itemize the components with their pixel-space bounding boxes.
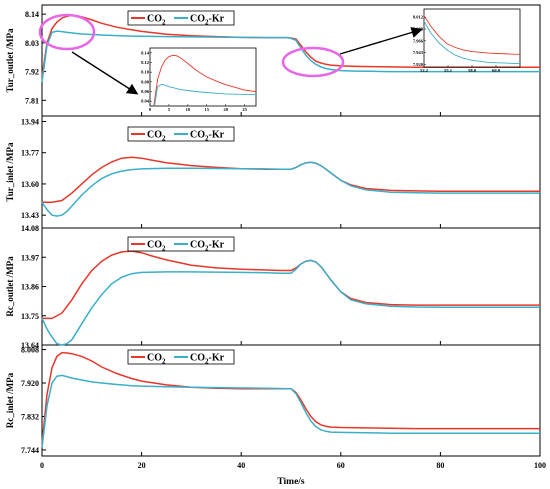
plot-area: Tur_outlet /MPa Tur_inlet /MPa Rc_outlet… [5,4,541,487]
x-tick-label: 100 [534,461,546,470]
inset-x-tick-label: 15 [205,107,210,112]
legend-label: CO2 [147,353,166,366]
legend: CO2 CO2-Kr [127,10,235,27]
inset-x-tick-label: 0 [149,107,152,112]
inset-y-tick-label: 8.08 [141,79,150,84]
legend-label: CO2-Kr [190,353,225,366]
series-line-co2 [42,250,540,320]
y-axis-label: Rc_outlet /MPa [5,256,15,317]
inset-series-line-co2-kr [154,83,256,106]
y-tick-label: 14.08 [21,224,39,233]
series-line-co2-kr [41,30,540,83]
legend-label: CO2 [147,14,166,27]
inset-x-tick-label: 5 [168,107,171,112]
inset-y-tick-label: 8.012 [413,15,424,20]
y-tick-label: 13.94 [21,118,39,127]
legend: CO2 CO2-Kr [127,126,235,143]
x-tick-label: 20 [138,461,146,470]
y-tick-label: 7.920 [21,379,39,388]
y-tick-label: 7.92 [25,68,39,77]
inset-x-tick-label: 20 [223,107,228,112]
series-line-co2 [41,351,540,444]
y-tick-label: 13.43 [21,211,39,220]
inset-plot: 8.04 8.06 8.08 8.10 8.12 8.14 0 5 10 15 20 25 [141,47,257,112]
inset-y-tick-label: 8.12 [141,60,150,65]
inset-x-tick-label: 25 [242,107,247,112]
inset-series-line-co2 [153,54,256,106]
legend: CO2 CO2-Kr [127,236,235,253]
legend-label: CO2-Kr [190,14,225,27]
series-line-co2-kr [41,259,540,346]
panel-data: 13.64 13.75 13.86 13.97 14.08 CO2 CO2-Kr [21,224,541,350]
y-tick-label: 8.008 [21,346,39,355]
inset-y-tick-label: 8.14 [141,50,150,55]
highlight-ellipse [281,46,345,78]
y-axis-label: Rc_inlet /MPa [5,372,15,428]
x-tick-label: 40 [237,461,245,470]
inset-x-tick-label: 52.2 [420,68,429,73]
y-tick-label: 7.744 [21,446,39,455]
y-tick-label: 13.75 [21,312,39,321]
panel-frame [41,227,541,346]
y-tick-label: 13.64 [21,341,39,350]
legend-label: CO2 [147,240,166,253]
series-line-co2 [42,156,540,204]
inset-x-tick-label: 58.0 [468,68,477,73]
inset-y-tick-label: 7.966 [413,38,424,43]
highlight-ellipse [38,13,96,51]
inset-y-tick-label: 8.06 [141,89,150,94]
series-line-co2-kr [41,374,540,448]
y-tick-label: 13.97 [21,253,39,262]
inset-y-tick-label: 8.10 [141,70,150,75]
panel-data: 13.43 13.60 13.77 13.94 CO2 CO2-Kr [21,118,541,228]
inset-y-tick-label: 7.943 [413,50,424,55]
inset-x-tick-label: 10 [186,107,191,112]
y-axis-label: Tur_outlet /MPa [5,28,15,92]
panel-tur-inlet: Tur_inlet /MPa [5,115,541,229]
inset-frame [149,47,257,107]
inset-frame [423,8,521,68]
panel-rc-outlet: Rc_outlet /MPa [5,227,541,346]
y-tick-label: 13.60 [21,180,39,189]
y-tick-label: 13.77 [21,149,39,158]
legend: CO2 CO2-Kr [127,349,235,366]
panel-data: 7.744 7.832 7.920 8.008 CO2 CO2-Kr [21,346,541,456]
panel-rc-inlet: Rc_inlet /MPa [5,344,541,457]
y-tick-label: 13.86 [21,283,39,292]
y-tick-label: 7.832 [21,412,39,421]
y-axis-label: Tur_inlet /MPa [5,142,15,201]
series-line-co2-kr [41,161,540,217]
inset-x-tick-label: 55.1 [444,68,453,73]
x-tick-label: 80 [436,461,444,470]
y-tick-label: 7.81 [25,96,39,105]
legend-label: CO2-Kr [190,240,225,253]
x-axis-label: Time/s [277,477,305,487]
y-tick-label: 8.14 [25,10,39,19]
legend-label: CO2 [147,130,166,143]
panel-frame [41,344,541,457]
zoom-arrow [339,27,423,55]
inset-x-tick-label: 60.9 [492,68,501,73]
x-tick-label: 60 [337,461,345,470]
zoom-arrow [71,51,139,95]
panel-data: 7.81 7.92 8.03 8.14 CO2 CO2-Kr 8.04 8.06 8.08 8.1… [25,8,541,116]
legend-label: CO2-Kr [190,130,225,143]
x-tick-label: 0 [40,461,44,470]
inset-y-tick-label: 7.920 [413,62,424,67]
inset-y-tick-label: 8.04 [141,99,150,104]
y-tick-label: 8.03 [25,39,39,48]
